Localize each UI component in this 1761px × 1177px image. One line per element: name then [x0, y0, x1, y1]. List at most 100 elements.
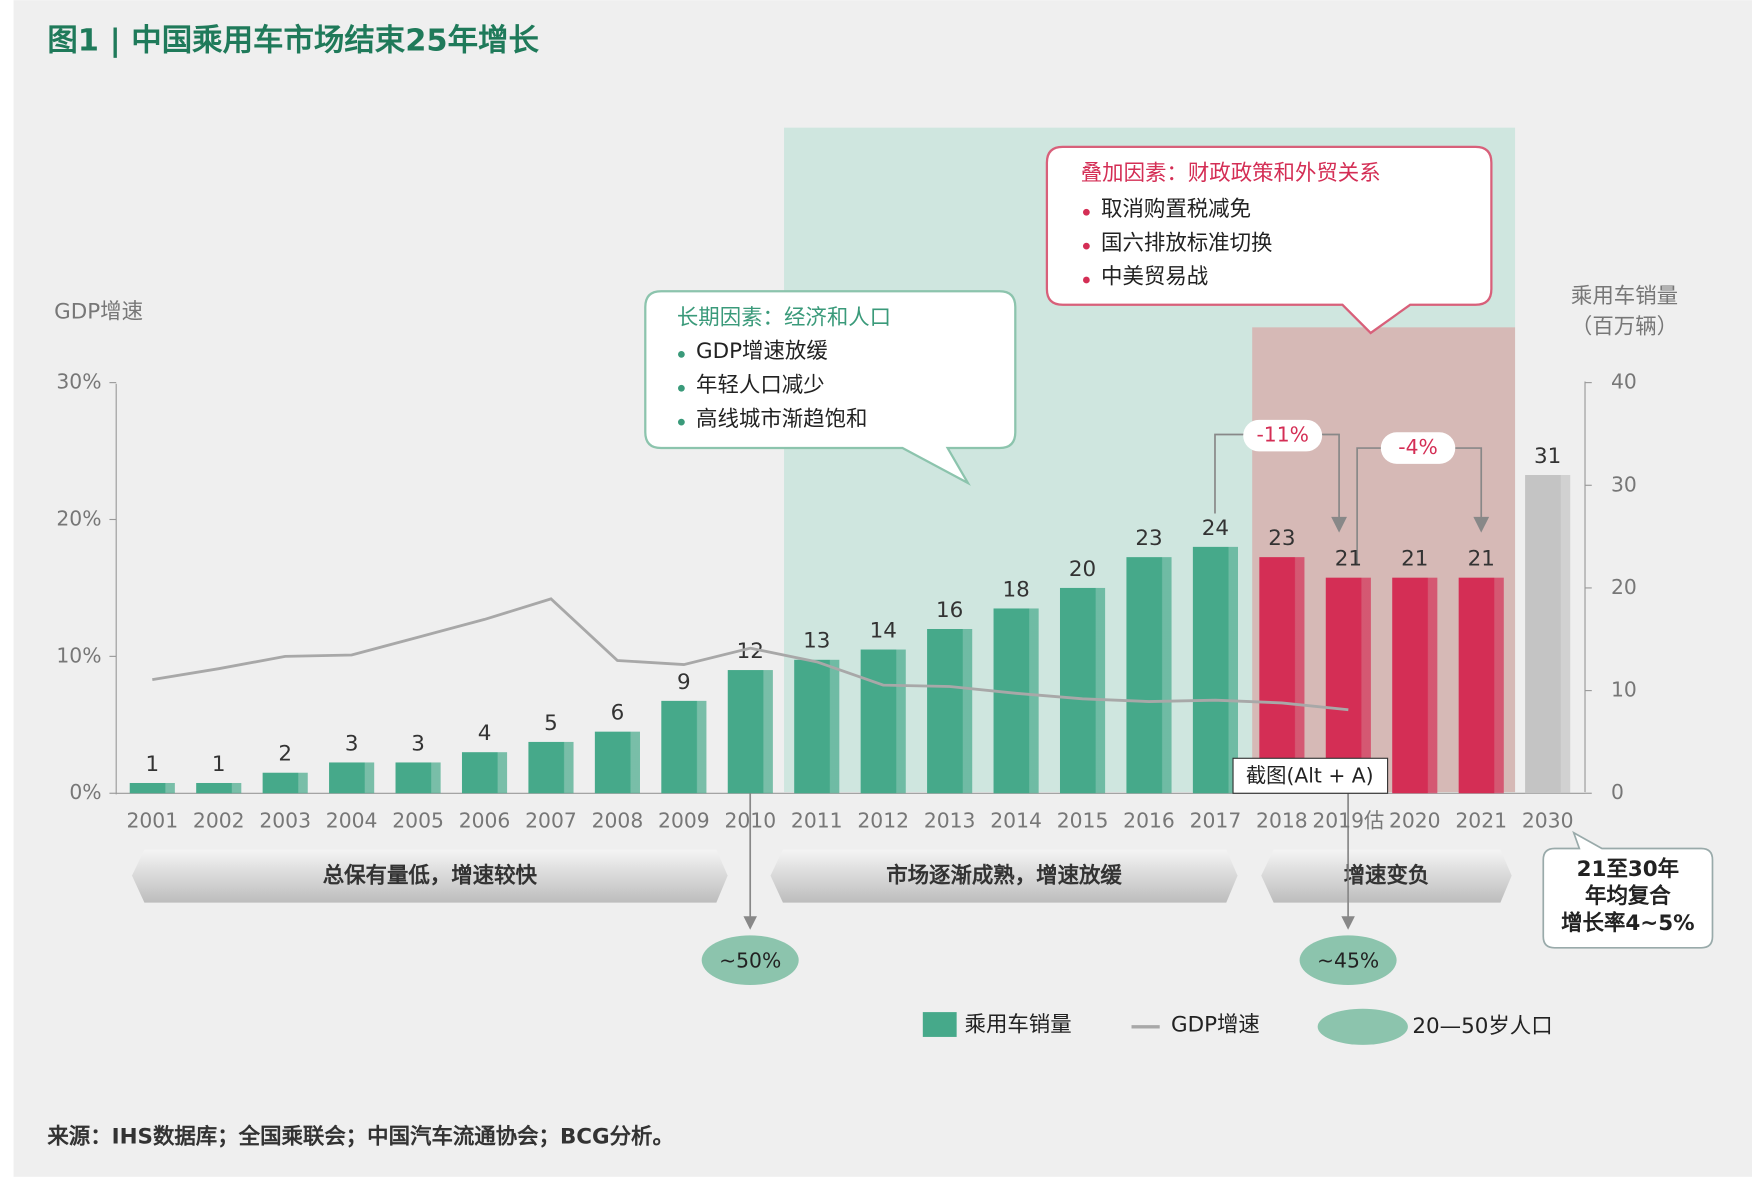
value-label: 2	[278, 742, 292, 767]
population-bubble	[701, 935, 799, 986]
cagr-text: 年均复合	[1585, 883, 1671, 909]
bar	[129, 782, 175, 794]
legend-label: 20—50岁人口	[1412, 1014, 1552, 1039]
x-tick-label: 2020	[1389, 808, 1441, 832]
x-tick-label: 2019估	[1312, 808, 1384, 832]
bar	[1325, 577, 1371, 794]
source: 来源：IHS数据库；全国乘联会；中国汽车流通协会；BCG分析。	[47, 1123, 674, 1149]
value-label: 3	[345, 731, 359, 756]
y2-tick-label: 0	[1611, 780, 1624, 804]
legend-swatch	[922, 1012, 957, 1037]
y-axis-label: GDP增速	[54, 300, 143, 325]
bar	[727, 670, 773, 794]
x-tick-label: 2007	[525, 808, 577, 832]
x-tick-label: 2016	[1123, 808, 1175, 832]
arrowhead	[1341, 916, 1355, 930]
value-label: 14	[870, 618, 897, 643]
callout-item: 中美贸易战	[1101, 265, 1208, 290]
x-tick-label: 2017	[1190, 808, 1242, 832]
y-tick-label: 10%	[56, 643, 101, 667]
population-bubble	[1299, 935, 1397, 986]
x-tick-label: 2006	[459, 808, 511, 832]
x-tick-label: 2012	[857, 808, 909, 832]
bar	[927, 628, 973, 794]
change-label: -11%	[1256, 423, 1308, 447]
bar	[594, 731, 640, 794]
bar	[461, 752, 508, 794]
bar	[1059, 587, 1106, 794]
y2-axis-label: （百万辆）	[1571, 314, 1678, 339]
y2-tick-label: 20	[1611, 575, 1637, 599]
bar	[1458, 577, 1504, 794]
bar	[661, 700, 707, 794]
bar	[1192, 546, 1239, 794]
bullet	[678, 418, 685, 426]
callout-item: 年轻人口减少	[696, 373, 825, 398]
x-tick-label: 2009	[658, 808, 710, 832]
value-label: 6	[611, 701, 625, 726]
bar	[993, 608, 1039, 794]
phase-label: 总保有量低，增速较快	[323, 863, 538, 889]
value-label: 31	[1534, 444, 1561, 469]
gdp-line	[152, 597, 1349, 712]
x-tick-label: 2004	[326, 808, 378, 832]
phase-banner	[770, 849, 1238, 903]
y-tick-label: 30%	[56, 370, 101, 394]
x-tick-label: 2005	[392, 808, 444, 832]
callout-box	[1045, 145, 1493, 335]
value-label: 21	[1468, 547, 1495, 572]
bullet	[1082, 208, 1090, 216]
x-tick-label: 2030	[1522, 808, 1574, 832]
cagr-text: 21至30年	[1577, 856, 1679, 882]
callout-item: 国六排放标准切换	[1101, 231, 1272, 256]
x-tick-label: 2001	[126, 808, 178, 832]
value-label: 21	[1335, 547, 1362, 572]
bullet	[1082, 242, 1090, 250]
x-tick-label: 2002	[193, 808, 245, 832]
x-tick-label: 2011	[791, 808, 843, 832]
phase-banner	[131, 849, 728, 903]
value-label: 5	[544, 711, 558, 736]
y2-axis-label: 乘用车销量	[1571, 284, 1678, 309]
legend-label: 乘用车销量	[965, 1013, 1072, 1038]
bar	[1126, 557, 1172, 794]
phase-label: 增速变负	[1344, 863, 1430, 889]
arrowhead	[1473, 516, 1490, 533]
population-label: ~45%	[1317, 948, 1379, 972]
value-label: 23	[1268, 526, 1295, 551]
bar	[860, 649, 906, 794]
bullet	[1082, 276, 1090, 284]
y-tick-label: 20%	[56, 506, 101, 530]
bar	[1259, 557, 1305, 794]
x-tick-label: 2014	[990, 808, 1042, 832]
title: 图1 | 中国乘用车市场结束25年增长	[47, 22, 539, 58]
y2-tick-label: 40	[1611, 370, 1637, 394]
legend-swatch	[1317, 1008, 1408, 1045]
tooltip: 截图(Alt + A)	[1246, 763, 1374, 787]
legend-label: GDP增速	[1171, 1013, 1260, 1038]
y-tick-label: 0%	[69, 780, 101, 804]
bullet	[678, 351, 685, 358]
cagr-box	[1542, 830, 1714, 949]
arrowhead	[1331, 516, 1347, 533]
bar	[196, 782, 242, 794]
value-label: 23	[1135, 526, 1162, 551]
value-label: 9	[677, 670, 691, 695]
value-label: 20	[1069, 557, 1096, 582]
x-tick-label: 2015	[1057, 808, 1109, 832]
callout-title: 长期因素：经济和人口	[677, 305, 891, 330]
bar	[395, 762, 441, 794]
change-pill	[1380, 432, 1456, 464]
value-label: 24	[1202, 516, 1229, 541]
population-label: ~50%	[719, 948, 781, 972]
callout-title: 叠加因素：财政政策和外贸关系	[1081, 161, 1381, 186]
value-label: 1	[212, 752, 226, 777]
bar	[1392, 577, 1438, 794]
callout-item: GDP增速放缓	[696, 339, 828, 364]
bar	[1525, 475, 1571, 794]
value-label: 21	[1401, 547, 1428, 572]
bar	[528, 741, 574, 794]
x-tick-label: 2021	[1455, 808, 1507, 832]
callout-box	[644, 290, 1017, 486]
